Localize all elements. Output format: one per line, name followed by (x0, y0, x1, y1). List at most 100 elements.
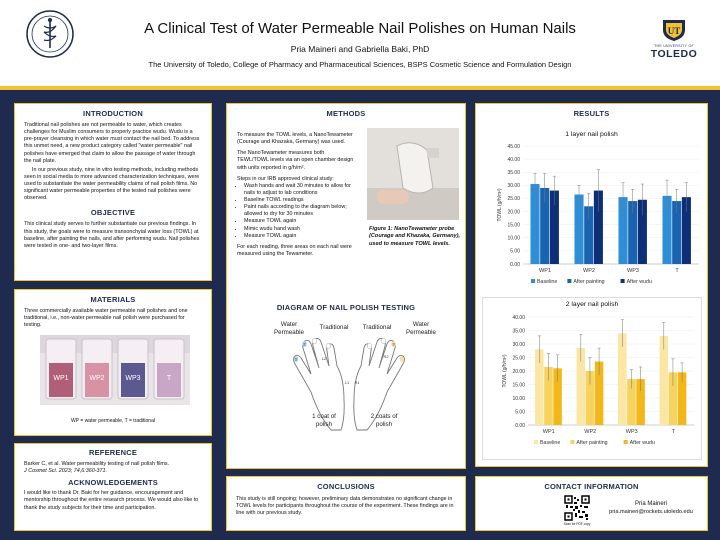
y-tick-label: 5.00 (515, 409, 525, 415)
methods-step: Mimic wudu hand wash (244, 226, 357, 233)
label-r2: R2 (383, 354, 389, 359)
reference-text: Barker C, et al. Water permeability test… (24, 461, 170, 467)
label-l2: L2 (322, 356, 327, 361)
methods-step: Baseline TOWL readings (244, 197, 357, 204)
bar (535, 349, 544, 425)
label-water-permeable-right: Water Permeable (406, 321, 436, 336)
methods-text-2: The NanoTewameter measures both TEWL/TOW… (237, 150, 354, 171)
y-tick-label: 35.00 (512, 328, 525, 334)
materials-legend: WP = water permeable, T = traditional (71, 418, 155, 424)
legend-swatch (567, 279, 572, 283)
nanotewameter-photo (367, 128, 459, 220)
poster-header: A Clinical Test of Water Permeable Nail … (0, 0, 720, 86)
chart-2-frame: 2 layer nail polish 0.00 5.00 10.00 15.00 20… (482, 297, 702, 460)
objective-heading: OBJECTIVE (90, 208, 136, 218)
poster-title: A Clinical Test of Water Permeable Nail … (144, 20, 576, 37)
qr-code-icon[interactable] (564, 495, 590, 521)
figure-caption: Figure 1: NanoTewameter probe (Courage a… (369, 226, 461, 247)
legend-swatch (570, 440, 575, 444)
x-tick-label: T (675, 268, 679, 274)
conclusions-panel: CONCLUSIONS This study is still ongoing;… (226, 476, 466, 531)
label-n2: 2 (303, 342, 306, 347)
x-tick-label: WP1 (543, 429, 555, 435)
methods-text-1: To measure the TOWL levels, a NanoTewame… (237, 132, 353, 146)
introduction-text-1: Traditional nail polishes are not permea… (24, 122, 200, 164)
chart-1-layer: 0.00 5.00 10.00 15.00 20.00 25.00 30.00 35.00 40… (497, 144, 699, 285)
y-tick-label: 45.00 (507, 144, 520, 150)
legend-swatch (531, 279, 535, 283)
methods-steps-intro: Steps in our IRB approved clinical study… (237, 175, 334, 182)
bar (627, 379, 636, 425)
legend-swatch (534, 440, 538, 444)
legend-label: After painting (573, 279, 604, 285)
y-tick-label: 15.00 (512, 382, 525, 388)
methods-text-3: For each reading, three areas on each na… (237, 243, 352, 257)
introduction-heading: INTRODUCTION (83, 109, 143, 118)
bar (574, 194, 584, 264)
contact-email[interactable]: pria.maineri@rockets.utoledo.edu (609, 509, 693, 515)
bar (618, 333, 627, 425)
y-tick-label: 25.00 (507, 196, 520, 202)
contact-name: Pria Maineri (634, 501, 667, 507)
bottle-label-wp1: WP1 (53, 375, 68, 382)
logo-big-text: TOLEDO (650, 48, 698, 60)
methods-step: Measure TOWL again (244, 233, 357, 240)
label-n3: 3 (392, 342, 395, 347)
chart-2-title: 2 layer nail polish (565, 301, 619, 308)
bar (585, 371, 595, 425)
label-n1: 1 (295, 357, 298, 362)
y-tick-label: 40.00 (512, 315, 525, 321)
bar (576, 348, 586, 425)
bar (628, 201, 638, 264)
bar (553, 368, 562, 425)
bar (668, 372, 678, 425)
y-tick-label: 10.00 (507, 236, 520, 242)
label-l1: L1 (345, 380, 350, 385)
methods-step: Wash hands and wait 30 minutes to allow … (244, 183, 357, 197)
y-tick-label: 30.00 (512, 342, 525, 348)
bar (659, 335, 669, 425)
x-tick-label: WP3 (627, 268, 639, 274)
reference-heading: REFERENCE (88, 448, 138, 457)
chart-1-title: 1 layer nail polish (565, 131, 618, 138)
results-panel: RESULTS 1 layer nail polish 0.00 5.00 10.0… (475, 103, 708, 467)
conclusions-text: This study is still ongoing; however, pr… (236, 496, 454, 517)
label-traditional-left: Traditional (320, 324, 349, 331)
qr-caption: Scan for PDF copy (563, 522, 591, 526)
bottle-label-wp2: WP2 (89, 375, 104, 382)
bottle-label-t: T (167, 375, 172, 382)
objective-text: This clinical study serves to further su… (24, 221, 200, 249)
poster-affiliation: The University of Toledo, College of Pha… (148, 60, 572, 69)
diagram-heading: DIAGRAM OF NAIL POLISH TESTING (276, 303, 416, 312)
methods-heading: METHODS (326, 109, 366, 118)
bar (662, 195, 672, 264)
legend-swatch (620, 279, 625, 283)
conclusions-heading: CONCLUSIONS (317, 482, 375, 491)
legend-label: After painting (576, 440, 607, 446)
x-tick-label: WP3 (626, 429, 638, 435)
bar (681, 197, 691, 264)
x-tick-label: WP2 (584, 429, 596, 435)
x-tick-label: WP2 (583, 268, 595, 274)
label-one-coat: 1 coat of polish (312, 413, 336, 428)
nail-polish-bottles-photo: WP1 WP2 WP3 T (40, 335, 190, 405)
bar (637, 199, 647, 264)
legend-label: After wudu (627, 279, 652, 285)
y-tick-label: 5.00 (510, 249, 520, 255)
bar (672, 201, 682, 264)
logo-small-text: THE UNIVERSITY OF (654, 44, 694, 48)
nail-polish-diagram: Water Permeable Traditional Traditional W… (274, 321, 437, 431)
materials-panel: MATERIALS Three commercially available w… (14, 289, 212, 436)
methods-step: Paint nails according to the diagram bel… (244, 204, 357, 218)
y-tick-label: 30.00 (507, 183, 520, 189)
college-seal-icon (26, 10, 74, 58)
contact-panel: CONTACT INFORMATION Scan for PDF copy Pr… (475, 476, 708, 531)
header-divider (0, 86, 720, 90)
bar (618, 197, 628, 264)
ut-shield-icon: UT (663, 20, 685, 41)
methods-steps-list: Wash hands and wait 30 minutes to allow … (244, 183, 357, 240)
bar (677, 372, 687, 425)
university-logo: UT THE UNIVERSITY OF TOLEDO (646, 18, 702, 80)
methods-panel: METHODS To measure the TOWL levels, a Na… (226, 103, 466, 469)
bar (584, 206, 594, 264)
